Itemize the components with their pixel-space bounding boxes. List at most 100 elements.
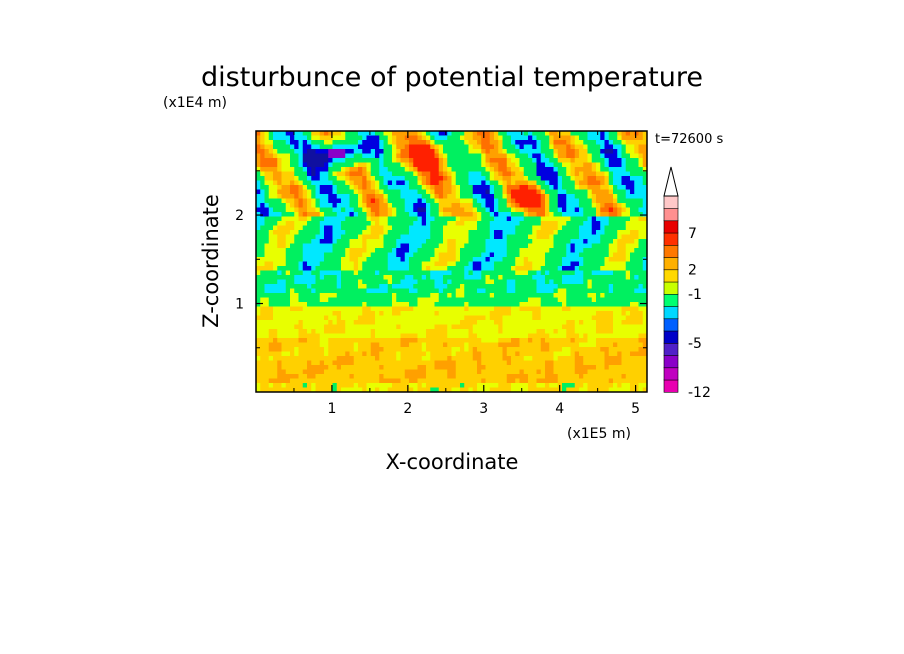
heatmap-cell [285,176,291,182]
heatmap-cell [528,131,533,137]
heatmap-cell [285,342,291,348]
heatmap-cell [375,293,380,299]
heatmap-cell [485,297,491,303]
heatmap-cell [264,189,270,195]
heatmap-cell [617,356,623,362]
heatmap-cell [519,279,525,285]
heatmap-cell [591,140,597,146]
heatmap-cell [447,252,453,258]
heatmap-cell [447,333,453,339]
heatmap-cell [477,306,482,312]
heatmap-cell [515,369,521,375]
heatmap-cell [519,333,525,339]
heatmap-cell [379,230,385,236]
heatmap-cell [387,230,393,236]
heatmap-cell [443,248,448,254]
heatmap-cell [625,140,631,146]
heatmap-cell [536,360,542,366]
heatmap-cell [447,284,453,290]
heatmap-cell [307,131,312,137]
heatmap-cell [260,369,266,375]
heatmap-cell [591,315,597,321]
heatmap-cell [298,320,304,326]
heatmap-cell [324,324,329,330]
heatmap-cell [273,171,278,177]
heatmap-cell [579,203,584,209]
heatmap-cell [413,270,419,276]
heatmap-cell [281,324,287,330]
heatmap-cell [413,252,419,258]
heatmap-cell [332,248,338,254]
heatmap-cell [604,216,610,222]
heatmap-cell [281,275,287,281]
heatmap-cell [366,306,372,312]
heatmap-cell [553,293,559,299]
heatmap-cell [345,153,351,159]
heatmap-cell [536,329,542,335]
heatmap-cell [498,194,504,200]
heatmap-cell [413,351,419,357]
heatmap-cell [553,252,559,258]
heatmap-cell [387,149,393,155]
heatmap-cell [324,270,329,276]
heatmap-cell [587,270,593,276]
heatmap-cell [400,203,406,209]
heatmap-cell [574,234,580,240]
heatmap-cell [451,306,457,312]
heatmap-cell [268,221,274,227]
heatmap-cell [358,149,363,155]
heatmap-cell [574,320,580,326]
heatmap-cell [341,311,346,317]
heatmap-cell [587,221,593,227]
heatmap-cell [426,239,431,245]
heatmap-cell [430,293,436,299]
heatmap-cell [519,351,525,357]
heatmap-cell [638,230,644,236]
heatmap-cell [642,252,647,258]
heatmap-cell [387,185,393,191]
heatmap-cell [460,320,465,326]
heatmap-cell [362,306,368,312]
heatmap-cell [353,248,359,254]
heatmap-cell [302,365,308,371]
heatmap-cell [481,333,487,339]
heatmap-cell [260,347,266,353]
heatmap-cell [574,194,580,200]
heatmap-cell [574,356,580,362]
heatmap-cell [600,149,606,155]
heatmap-cell [506,203,512,209]
heatmap-cell [366,140,372,146]
heatmap-cell [328,288,334,294]
heatmap-cell [409,162,414,168]
heatmap-cell [353,131,359,137]
heatmap-cell [591,230,597,236]
heatmap-cell [345,342,351,348]
heatmap-cell [260,243,266,249]
heatmap-cell [545,239,550,245]
heatmap-cell [307,311,312,317]
heatmap-cell [481,351,487,357]
heatmap-cell [532,356,538,362]
heatmap-cell [468,365,474,371]
heatmap-cell [536,176,542,182]
heatmap-cell [375,212,380,218]
heatmap-cell [438,198,444,204]
heatmap-cell [625,360,631,366]
heatmap-cell [383,203,389,209]
heatmap-cell [600,131,606,137]
heatmap-cell [634,162,640,168]
heatmap-cell [634,189,640,195]
heatmap-cell [553,270,559,276]
heatmap-cell [268,320,274,326]
heatmap-cell [549,162,555,168]
heatmap-cell [434,360,440,366]
heatmap-cell [383,279,389,285]
heatmap-cell [625,158,631,164]
heatmap-cell [298,149,304,155]
heatmap-cell [438,266,444,272]
heatmap-cell [285,140,291,146]
heatmap-cell [285,351,291,357]
heatmap-cell [621,257,627,263]
heatmap-cell [383,270,389,276]
heatmap-cell [277,135,283,141]
